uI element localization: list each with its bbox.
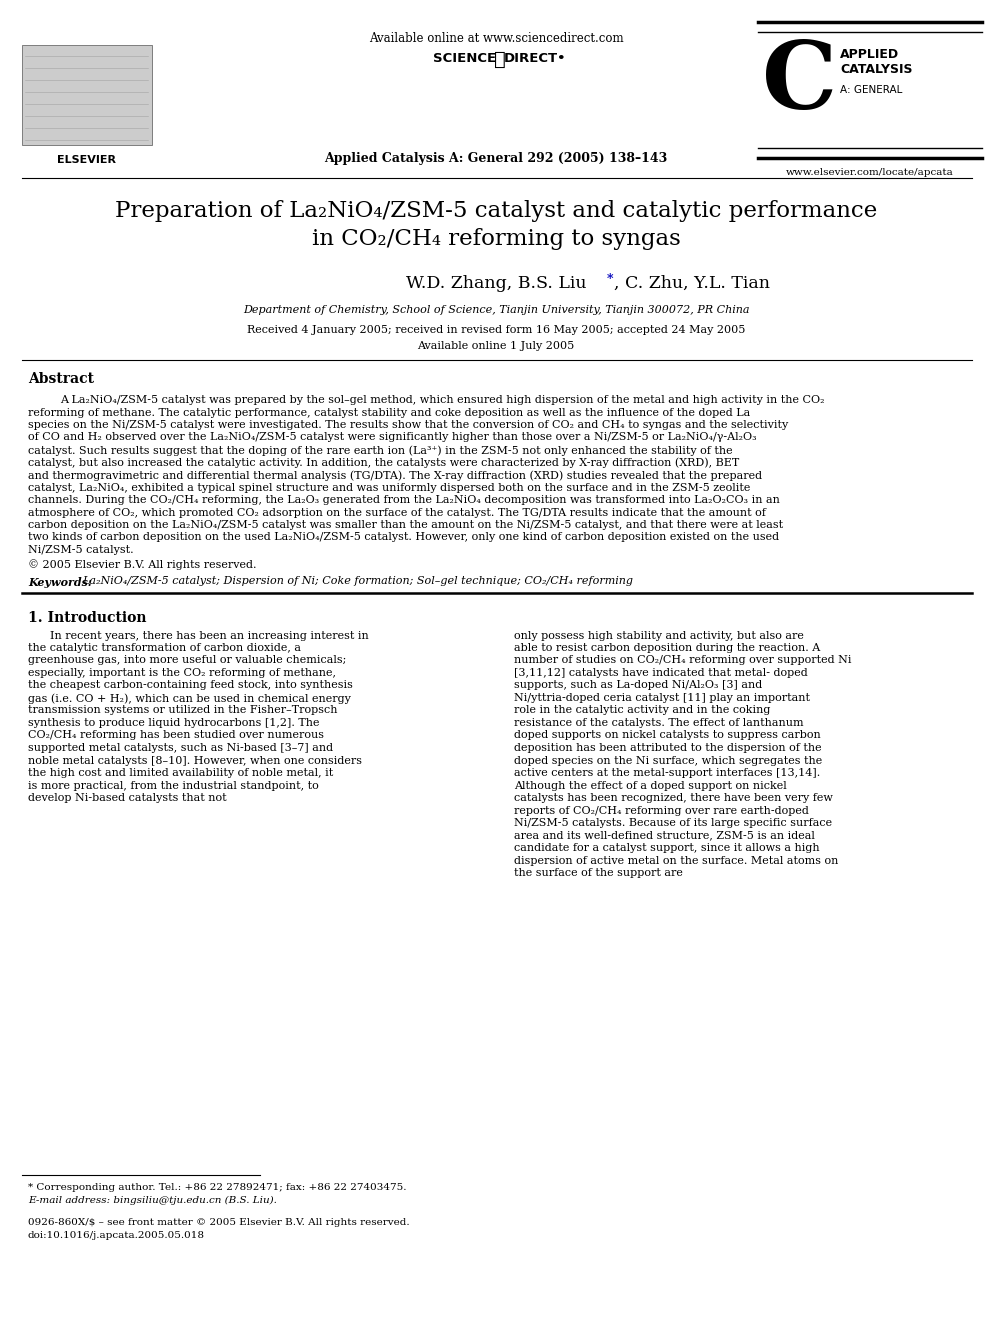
Text: the high cost and limited availability of noble metal, it: the high cost and limited availability o…	[28, 767, 333, 778]
Text: Applied Catalysis A: General 292 (2005) 138–143: Applied Catalysis A: General 292 (2005) …	[324, 152, 668, 165]
Text: E-mail address: bingsiliu@tju.edu.cn (B.S. Liu).: E-mail address: bingsiliu@tju.edu.cn (B.…	[28, 1196, 277, 1205]
Text: Abstract: Abstract	[28, 372, 94, 386]
Text: noble metal catalysts [8–10]. However, when one considers: noble metal catalysts [8–10]. However, w…	[28, 755, 362, 766]
Text: candidate for a catalyst support, since it allows a high: candidate for a catalyst support, since …	[514, 843, 819, 853]
Text: APPLIED: APPLIED	[840, 48, 899, 61]
Text: develop Ni-based catalysts that not: develop Ni-based catalysts that not	[28, 792, 226, 803]
Text: SCIENCE: SCIENCE	[433, 52, 496, 65]
Text: , C. Zhu, Y.L. Tian: , C. Zhu, Y.L. Tian	[614, 275, 770, 292]
Text: resistance of the catalysts. The effect of lanthanum: resistance of the catalysts. The effect …	[514, 718, 804, 728]
Text: supports, such as La-doped Ni/Al₂O₃ [3] and: supports, such as La-doped Ni/Al₂O₃ [3] …	[514, 680, 762, 691]
Text: A: GENERAL: A: GENERAL	[840, 85, 903, 95]
Text: doi:10.1016/j.apcata.2005.05.018: doi:10.1016/j.apcata.2005.05.018	[28, 1230, 205, 1240]
Text: catalyst, but also increased the catalytic activity. In addition, the catalysts : catalyst, but also increased the catalyt…	[28, 458, 739, 468]
Text: Preparation of La₂NiO₄/ZSM-5 catalyst and catalytic performance: Preparation of La₂NiO₄/ZSM-5 catalyst an…	[115, 200, 877, 222]
Text: Keywords:: Keywords:	[28, 577, 96, 587]
Text: two kinds of carbon deposition on the used La₂NiO₄/ZSM-5 catalyst. However, only: two kinds of carbon deposition on the us…	[28, 532, 779, 542]
Text: dispersion of active metal on the surface. Metal atoms on: dispersion of active metal on the surfac…	[514, 856, 838, 865]
Text: the surface of the support are: the surface of the support are	[514, 868, 682, 878]
Text: Although the effect of a doped support on nickel: Although the effect of a doped support o…	[514, 781, 787, 791]
Text: greenhouse gas, into more useful or valuable chemicals;: greenhouse gas, into more useful or valu…	[28, 655, 346, 665]
Text: A La₂NiO₄/ZSM-5 catalyst was prepared by the sol–gel method, which ensured high : A La₂NiO₄/ZSM-5 catalyst was prepared by…	[60, 396, 824, 405]
Text: catalysts has been recognized, there have been very few: catalysts has been recognized, there hav…	[514, 792, 833, 803]
Text: La₂NiO₄/ZSM-5 catalyst; Dispersion of Ni; Coke formation; Sol–gel technique; CO₂: La₂NiO₄/ZSM-5 catalyst; Dispersion of Ni…	[82, 577, 633, 586]
Text: Ni/yttria-doped ceria catalyst [11] play an important: Ni/yttria-doped ceria catalyst [11] play…	[514, 693, 810, 703]
Text: Ni/ZSM-5 catalyst.: Ni/ZSM-5 catalyst.	[28, 545, 134, 556]
Text: 1. Introduction: 1. Introduction	[28, 610, 147, 624]
Text: ⓐ: ⓐ	[494, 50, 506, 69]
Text: Available online 1 July 2005: Available online 1 July 2005	[418, 341, 574, 351]
Text: reforming of methane. The catalytic performance, catalyst stability and coke dep: reforming of methane. The catalytic perf…	[28, 407, 750, 418]
Text: © 2005 Elsevier B.V. All rights reserved.: © 2005 Elsevier B.V. All rights reserved…	[28, 560, 257, 570]
Text: Department of Chemistry, School of Science, Tianjin University, Tianjin 300072, : Department of Chemistry, School of Scien…	[243, 306, 749, 315]
Text: doped supports on nickel catalysts to suppress carbon: doped supports on nickel catalysts to su…	[514, 730, 820, 741]
Text: role in the catalytic activity and in the coking: role in the catalytic activity and in th…	[514, 705, 771, 716]
Text: of CO and H₂ observed over the La₂NiO₄/ZSM-5 catalyst were significantly higher : of CO and H₂ observed over the La₂NiO₄/Z…	[28, 433, 757, 442]
Text: catalyst. Such results suggest that the doping of the rare earth ion (La³⁺) in t: catalyst. Such results suggest that the …	[28, 445, 733, 455]
Text: channels. During the CO₂/CH₄ reforming, the La₂O₃ generated from the La₂NiO₄ dec: channels. During the CO₂/CH₄ reforming, …	[28, 495, 780, 505]
Text: reports of CO₂/CH₄ reforming over rare earth-doped: reports of CO₂/CH₄ reforming over rare e…	[514, 806, 808, 815]
Text: in CO₂/CH₄ reforming to syngas: in CO₂/CH₄ reforming to syngas	[311, 228, 681, 250]
Text: supported metal catalysts, such as Ni-based [3–7] and: supported metal catalysts, such as Ni-ba…	[28, 744, 333, 753]
Text: carbon deposition on the La₂NiO₄/ZSM-5 catalyst was smaller than the amount on t: carbon deposition on the La₂NiO₄/ZSM-5 c…	[28, 520, 783, 531]
Text: *: *	[607, 273, 613, 286]
Text: number of studies on CO₂/CH₄ reforming over supported Ni: number of studies on CO₂/CH₄ reforming o…	[514, 655, 851, 665]
Text: Available online at www.sciencedirect.com: Available online at www.sciencedirect.co…	[369, 32, 623, 45]
Text: active centers at the metal-support interfaces [13,14].: active centers at the metal-support inte…	[514, 767, 820, 778]
Text: area and its well-defined structure, ZSM-5 is an ideal: area and its well-defined structure, ZSM…	[514, 831, 814, 840]
Text: is more practical, from the industrial standpoint, to: is more practical, from the industrial s…	[28, 781, 318, 791]
Text: In recent years, there has been an increasing interest in: In recent years, there has been an incre…	[50, 631, 369, 640]
Text: doped species on the Ni surface, which segregates the: doped species on the Ni surface, which s…	[514, 755, 822, 766]
Text: C: C	[762, 38, 837, 128]
Text: * Corresponding author. Tel.: +86 22 27892471; fax: +86 22 27403475.: * Corresponding author. Tel.: +86 22 278…	[28, 1183, 407, 1192]
Text: and thermogravimetric and differential thermal analysis (TG/DTA). The X-ray diff: and thermogravimetric and differential t…	[28, 470, 762, 480]
Text: ELSEVIER: ELSEVIER	[58, 155, 116, 165]
Text: CO₂/CH₄ reforming has been studied over numerous: CO₂/CH₄ reforming has been studied over …	[28, 730, 324, 741]
Text: especially, important is the CO₂ reforming of methane,: especially, important is the CO₂ reformi…	[28, 668, 336, 677]
Text: transmission systems or utilized in the Fisher–Tropsch: transmission systems or utilized in the …	[28, 705, 337, 716]
Text: Received 4 January 2005; received in revised form 16 May 2005; accepted 24 May 2: Received 4 January 2005; received in rev…	[247, 325, 745, 335]
Text: species on the Ni/ZSM-5 catalyst were investigated. The results show that the co: species on the Ni/ZSM-5 catalyst were in…	[28, 419, 789, 430]
Text: [3,11,12] catalysts have indicated that metal- doped: [3,11,12] catalysts have indicated that …	[514, 668, 807, 677]
Text: synthesis to produce liquid hydrocarbons [1,2]. The: synthesis to produce liquid hydrocarbons…	[28, 718, 319, 728]
Text: www.elsevier.com/locate/apcata: www.elsevier.com/locate/apcata	[786, 168, 954, 177]
Text: only possess high stability and activity, but also are: only possess high stability and activity…	[514, 631, 804, 640]
Text: W.D. Zhang, B.S. Liu: W.D. Zhang, B.S. Liu	[406, 275, 586, 292]
Text: CATALYSIS: CATALYSIS	[840, 64, 913, 75]
Text: Ni/ZSM-5 catalysts. Because of its large specific surface: Ni/ZSM-5 catalysts. Because of its large…	[514, 818, 832, 828]
Text: the catalytic transformation of carbon dioxide, a: the catalytic transformation of carbon d…	[28, 643, 301, 654]
Text: the cheapest carbon-containing feed stock, into synthesis: the cheapest carbon-containing feed stoc…	[28, 680, 353, 691]
Text: gas (i.e. CO + H₂), which can be used in chemical energy: gas (i.e. CO + H₂), which can be used in…	[28, 693, 351, 704]
Text: 0926-860X/$ – see front matter © 2005 Elsevier B.V. All rights reserved.: 0926-860X/$ – see front matter © 2005 El…	[28, 1218, 410, 1226]
Text: deposition has been attributed to the dispersion of the: deposition has been attributed to the di…	[514, 744, 821, 753]
Text: atmosphere of CO₂, which promoted CO₂ adsorption on the surface of the catalyst.: atmosphere of CO₂, which promoted CO₂ ad…	[28, 508, 766, 517]
Text: DIRECT•: DIRECT•	[504, 52, 566, 65]
Bar	[22, 45, 152, 146]
Text: able to resist carbon deposition during the reaction. A: able to resist carbon deposition during …	[514, 643, 820, 654]
Text: catalyst, La₂NiO₄, exhibited a typical spinel structure and was uniformly disper: catalyst, La₂NiO₄, exhibited a typical s…	[28, 483, 750, 492]
